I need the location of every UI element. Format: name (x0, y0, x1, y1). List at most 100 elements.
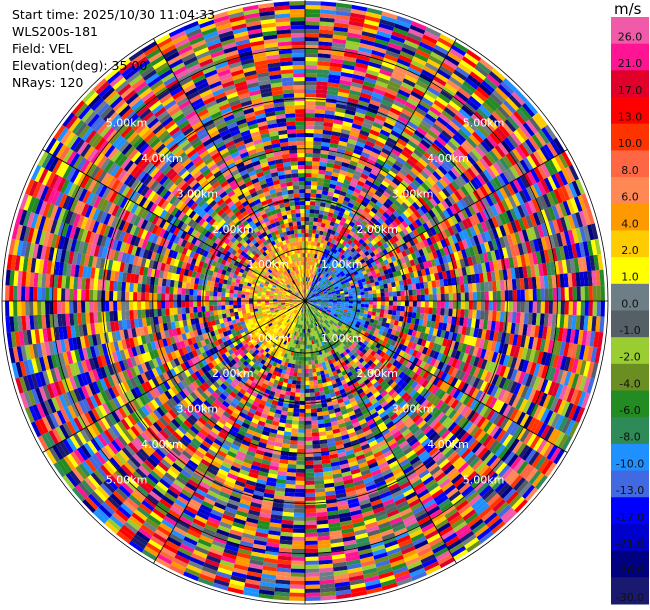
range-gate (411, 113, 423, 124)
range-gate (305, 81, 317, 86)
range-gate (311, 420, 318, 425)
range-gate (352, 174, 361, 181)
range-gate (305, 484, 315, 489)
range-gate (313, 464, 323, 469)
range-gate (405, 173, 415, 183)
range-gate (528, 117, 542, 132)
range-gate (366, 69, 380, 77)
range-gate (431, 79, 445, 90)
range-gate (419, 233, 427, 242)
range-gate (390, 129, 401, 139)
range-gate (401, 202, 409, 210)
range-gate (305, 384, 310, 389)
range-gate (484, 281, 489, 292)
range-gate (394, 174, 404, 183)
range-gate (339, 79, 352, 86)
range-gate (410, 167, 421, 177)
range-gate (388, 133, 399, 142)
range-gate (311, 257, 315, 262)
range-gate (472, 283, 477, 293)
range-gate (286, 411, 294, 417)
range-gate (465, 119, 478, 132)
range-gate (306, 285, 308, 290)
range-gate (325, 258, 329, 263)
range-gate (379, 214, 387, 222)
range-gate (305, 420, 312, 425)
range-gate (348, 296, 353, 299)
range-gate (306, 273, 308, 278)
range-gate (337, 177, 345, 184)
range-gate (337, 91, 350, 98)
range-gate (392, 228, 399, 236)
range-gate (484, 310, 489, 321)
range-gate (497, 84, 512, 98)
range-gate (389, 213, 398, 221)
range-gate (380, 292, 385, 297)
range-gate (321, 260, 325, 266)
range-gate (340, 272, 346, 277)
range-gate (432, 301, 437, 308)
range-gate (365, 162, 374, 170)
range-gate (359, 129, 370, 137)
range-gate (334, 111, 345, 118)
range-gate (384, 53, 399, 62)
range-gate (305, 161, 313, 166)
range-gate (408, 94, 421, 104)
range-gate (364, 114, 376, 122)
range-gate (310, 293, 315, 296)
range-gate (409, 204, 417, 213)
range-gate (327, 275, 332, 280)
range-gate (424, 288, 429, 295)
range-gate (286, 476, 296, 481)
range-gate (292, 532, 305, 537)
range-gate (295, 472, 305, 477)
range-gate (311, 293, 315, 297)
range-gate (330, 262, 336, 267)
range-gate (328, 70, 342, 76)
range-gate (320, 202, 326, 208)
range-gate (409, 24, 426, 35)
range-gate (452, 301, 457, 309)
range-gate (305, 217, 310, 222)
range-gate (288, 456, 297, 461)
range-gate (395, 232, 403, 240)
range-gate (294, 504, 305, 509)
range-gate (348, 198, 356, 205)
range-gate (536, 301, 541, 314)
range-gate (305, 97, 316, 102)
range-gate (385, 198, 394, 206)
range-gate (299, 408, 305, 413)
range-gate (363, 118, 374, 126)
range-gate (481, 197, 491, 209)
range-gate (347, 245, 354, 251)
range-gate (293, 516, 305, 521)
range-gate (321, 194, 328, 200)
range-gate (311, 181, 318, 186)
range-gate (368, 293, 373, 298)
range-gate (425, 220, 434, 229)
range-gate (342, 246, 348, 252)
range-gate (380, 305, 385, 310)
range-gate (317, 181, 324, 187)
range-gate (413, 210, 422, 219)
range-gate (344, 237, 350, 243)
range-gate (306, 336, 310, 341)
range-gate (317, 289, 322, 293)
range-gate (330, 58, 344, 64)
range-gate (525, 138, 537, 153)
range-gate (294, 492, 305, 497)
range-gate (444, 197, 453, 208)
range-gate (415, 145, 426, 155)
range-gate (293, 508, 305, 513)
range-gate (353, 271, 359, 276)
range-gate (305, 536, 318, 541)
range-gate (380, 204, 388, 212)
range-gate (437, 37, 453, 49)
range-gate (307, 253, 310, 258)
range-gate (464, 301, 469, 310)
range-gate (305, 372, 309, 377)
range-gate (533, 150, 544, 165)
range-gate (505, 183, 516, 196)
range-gate (352, 268, 357, 273)
